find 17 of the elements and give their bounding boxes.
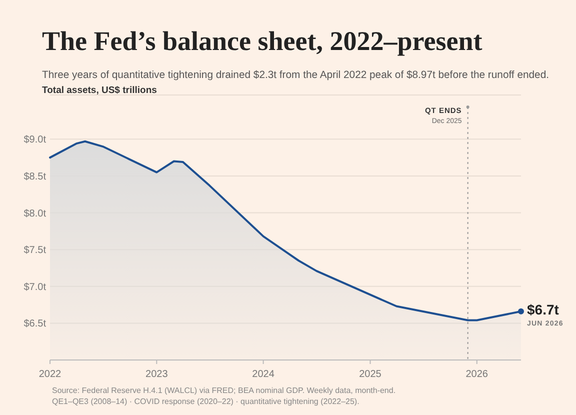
source-note: Source: Federal Reserve H.4.1 (WALCL) via FRED; BEA nominal GDP. Weekly data, month-end. [52,386,396,395]
y-tick-label: $7.5t [24,245,46,256]
chart-title: The Fed’s balance sheet, 2022–present [42,26,482,56]
y-tick-label: $8.0t [24,208,46,220]
text: QE1–QE3 (2008–14) · COVID response (2020–22) · quantitative tightening (2022–25). [52,397,360,406]
y-tick-label: $6.5t [24,318,46,330]
y-tick-label: $9.0t [24,134,46,146]
y-tick-label: $8.5t [24,171,46,182]
x-tick-label: 2026 [466,369,488,380]
y-axis-title: Total assets, US$ trillions [42,85,157,96]
y-tick-label: $7.0t [24,282,46,293]
chart-subtitle: Three years of quantitative tightening drained $2.3t from the April 2022 peak of $8.97t before the runoff ended. [42,70,549,81]
x-tick-label: 2023 [146,369,168,380]
x-tick-label: 2024 [252,369,275,380]
x-tick-label: 2022 [38,369,62,380]
x-tick-label: 2025 [359,369,382,380]
annotation: $6.7t [527,301,560,318]
